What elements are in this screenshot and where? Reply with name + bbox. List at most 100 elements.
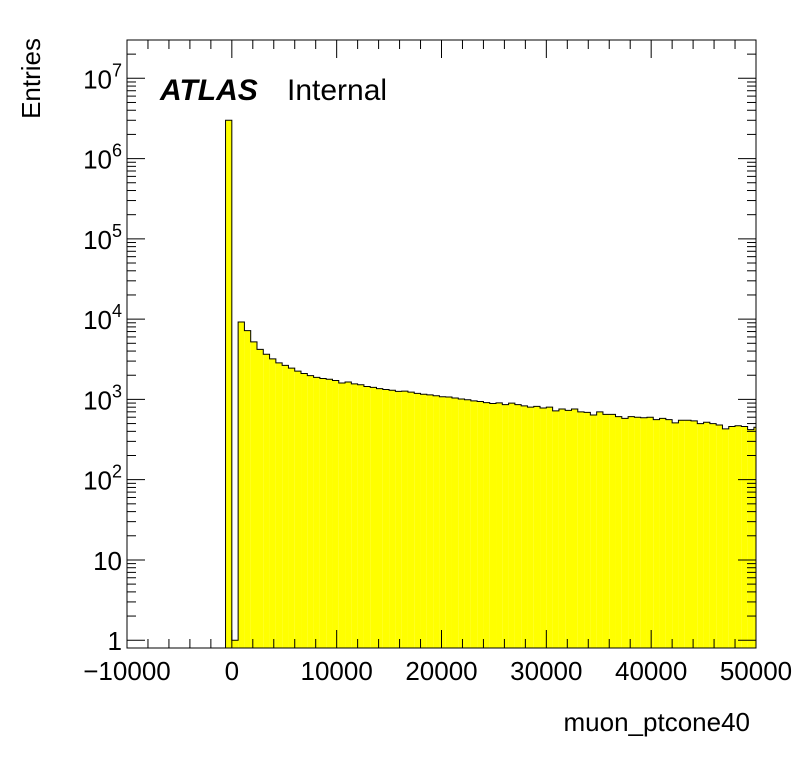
histogram-bin [464, 399, 471, 648]
histogram-bins [225, 120, 756, 648]
histogram-bin [238, 322, 245, 648]
histogram-bin [351, 383, 358, 648]
histogram-bin [256, 349, 264, 648]
histogram-bin [672, 422, 679, 648]
histogram-bin [584, 412, 591, 648]
histogram-bin [231, 640, 239, 648]
histogram-bin [628, 416, 635, 648]
histogram-bin [445, 397, 452, 648]
histogram-bin [345, 381, 352, 648]
histogram-bin [439, 396, 446, 648]
histogram-bin [508, 403, 515, 648]
y-tick-label: 10 [93, 546, 122, 576]
atlas-label: ATLAS [159, 74, 258, 107]
histogram-bin [370, 387, 377, 648]
y-axis-title: Entries [16, 38, 46, 119]
histogram-bin [571, 408, 578, 648]
histogram-bin [395, 391, 402, 648]
histogram-bin [590, 414, 597, 648]
histogram-outline [225, 119, 757, 648]
histogram-bin [735, 425, 742, 648]
histogram-bin [703, 422, 710, 648]
internal-label: Internal [287, 74, 387, 107]
histogram-bin [275, 362, 283, 648]
plot-frame [126, 39, 757, 649]
histogram-bin [596, 411, 603, 648]
x-tick-label: 40000 [615, 656, 687, 686]
histogram-bin [521, 405, 528, 648]
histogram-bin [533, 406, 541, 648]
histogram-bin [665, 419, 673, 648]
histogram-bin [646, 417, 654, 648]
y-tick-label: 105 [83, 221, 122, 255]
x-tick-label: 10000 [301, 656, 373, 686]
histogram-bin [357, 384, 364, 648]
histogram-bin [653, 419, 660, 648]
histogram-bin [470, 400, 478, 648]
histogram-bin [313, 377, 320, 648]
x-axis-title: muon_ptcone40 [564, 707, 750, 737]
histogram-bin [458, 399, 465, 648]
histogram-bin [558, 408, 566, 648]
histogram-bin [753, 427, 756, 648]
histogram-bin [451, 398, 459, 648]
y-tick-label: 104 [83, 301, 122, 335]
y-tick-label: 102 [83, 462, 122, 496]
histogram-bin [414, 393, 421, 648]
histogram-bin [307, 375, 314, 648]
histogram-bin [288, 368, 295, 648]
histogram-bin [684, 420, 692, 648]
x-tick-label: −10000 [83, 656, 170, 686]
histogram-bin [659, 418, 666, 648]
histogram-bin [496, 402, 503, 648]
histogram-bin [420, 394, 427, 648]
histogram-bin [477, 401, 484, 648]
histogram-bin [602, 414, 610, 648]
histogram-bin [407, 392, 415, 648]
histogram-bin [376, 388, 383, 648]
histogram-bin [250, 341, 257, 648]
histogram-bin [426, 394, 434, 648]
histogram-bin [722, 428, 729, 648]
histogram-bin [269, 358, 276, 648]
x-tick-label: 30000 [510, 656, 582, 686]
histogram-bin [716, 424, 723, 648]
histogram-bin [678, 420, 685, 648]
histogram-bin [363, 386, 371, 648]
histogram-bin [546, 407, 553, 648]
histogram-bin [294, 371, 302, 648]
histogram-bin [634, 417, 641, 648]
histogram-bin [401, 391, 408, 648]
histogram-bin [640, 417, 647, 648]
histogram-bin [615, 416, 622, 648]
histogram-bin [319, 378, 327, 648]
x-tick-label: 50000 [720, 656, 792, 686]
histogram-bin [382, 389, 390, 648]
y-tick-label: 103 [83, 381, 122, 415]
histogram-bin [540, 408, 547, 648]
histogram-bin [728, 426, 736, 648]
histogram-bin [282, 365, 289, 648]
histogram-bin [741, 426, 748, 648]
histogram-bin [483, 402, 490, 648]
histogram-bin [225, 120, 232, 648]
histogram-bin [709, 423, 717, 648]
histogram-bin [332, 380, 339, 648]
histogram-bin [697, 423, 704, 648]
y-tick-label: 107 [83, 60, 122, 94]
y-tick-labels: 1 10 102 103 104 105 106 107 [83, 60, 122, 656]
histogram-bin [747, 429, 754, 648]
histogram-bin [577, 411, 585, 648]
histogram-bin [514, 404, 522, 648]
histogram-bin [691, 420, 698, 648]
histogram-bin [502, 404, 509, 648]
histogram-bin [527, 407, 534, 648]
histogram-bin [552, 410, 559, 648]
histogram-bin [301, 373, 308, 648]
histogram-bin [621, 418, 629, 648]
histogram-bin [244, 330, 251, 648]
x-tick-label: 0 [225, 656, 239, 686]
histogram-bin [433, 395, 440, 648]
histogram-bin [609, 414, 616, 648]
